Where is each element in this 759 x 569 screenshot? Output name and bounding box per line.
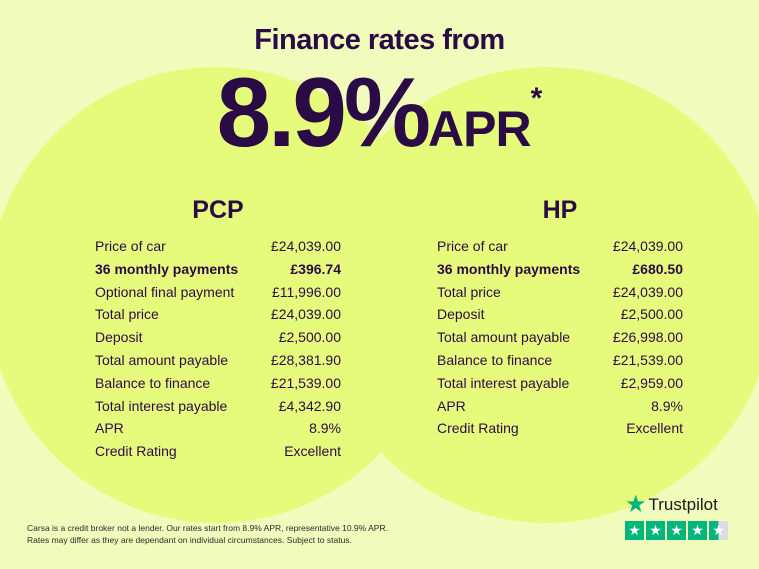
table-row: 36 monthly payments £680.50 xyxy=(437,258,683,281)
decorative-circle-right xyxy=(318,67,759,523)
row-label: Total amount payable xyxy=(437,329,571,346)
table-row: Price of car £24,039.00 xyxy=(95,235,341,258)
table-row: Price of car £24,039.00 xyxy=(437,235,683,258)
table-row: Total interest payable £2,959.00 xyxy=(437,372,683,395)
star-icon: ★ xyxy=(667,521,686,540)
rate-suffix: APR xyxy=(428,101,532,157)
table-row: Total amount payable £26,998.00 xyxy=(437,326,683,349)
hp-title: HP xyxy=(542,196,578,224)
trustpilot-rating: ★ ★ ★ ★ ★ xyxy=(625,521,728,540)
row-label: Balance to finance xyxy=(95,374,211,391)
row-label: Credit Rating xyxy=(437,420,519,437)
table-row: Balance to finance £21,539.00 xyxy=(95,372,341,395)
row-value: £2,500.00 xyxy=(620,306,683,323)
row-value: 8.9% xyxy=(651,397,683,414)
table-row: 36 monthly payments £396.74 xyxy=(95,258,341,281)
row-label: Balance to finance xyxy=(437,351,553,368)
row-value: £24,039.00 xyxy=(270,238,341,254)
row-label: Total price xyxy=(437,283,501,300)
row-label: Total amount payable xyxy=(95,351,229,368)
row-value: £396.74 xyxy=(290,260,341,277)
table-row: Balance to finance £21,539.00 xyxy=(437,349,683,372)
row-value: £24,039.00 xyxy=(270,306,341,323)
row-label: Price of car xyxy=(437,238,508,254)
hp-table: HP Price of car £24,039.00 36 monthly paym… xyxy=(437,196,683,440)
table-row: Total interest payable £4,342.90 xyxy=(95,395,341,418)
row-value: £11,996.00 xyxy=(271,283,341,300)
star-icon: ★ xyxy=(646,521,665,540)
table-row: Total amount payable £28,381.90 xyxy=(95,349,341,372)
row-value: £24,039.00 xyxy=(612,238,683,254)
table-row: Total price £24,039.00 xyxy=(437,281,683,304)
star-icon: ★ xyxy=(688,521,707,540)
row-value: £28,381.90 xyxy=(270,351,341,368)
table-row: APR 8.9% xyxy=(95,417,341,440)
trustpilot-star-icon: ★ xyxy=(625,491,647,518)
row-label: Price of car xyxy=(95,238,166,254)
table-row: Optional final payment £11,996.00 xyxy=(95,281,341,304)
table-row: Credit Rating Excellent xyxy=(95,440,341,463)
row-label: Total interest payable xyxy=(437,374,570,391)
footnote: Carsa is a credit broker not a lender. O… xyxy=(27,522,388,546)
row-label: Total price xyxy=(95,306,159,323)
row-value: £21,539.00 xyxy=(612,351,683,368)
row-value: £4,342.90 xyxy=(278,397,341,414)
trustpilot-name: Trustpilot xyxy=(648,495,718,514)
half-star-icon: ★ xyxy=(709,521,728,540)
row-label: Total interest payable xyxy=(95,397,228,414)
table-row: Deposit £2,500.00 xyxy=(95,326,341,349)
row-label: Credit Rating xyxy=(95,443,177,460)
headline: Finance rates from xyxy=(254,24,505,56)
row-label: Deposit xyxy=(95,329,143,346)
table-row: Total price £24,039.00 xyxy=(95,303,341,326)
row-value: Excellent xyxy=(626,420,683,437)
table-row: Deposit £2,500.00 xyxy=(437,303,683,326)
row-label: 36 monthly payments xyxy=(95,260,239,277)
row-label: Optional final payment xyxy=(95,283,235,300)
row-label: APR xyxy=(95,420,124,437)
row-label: APR xyxy=(437,397,466,414)
row-label: 36 monthly payments xyxy=(437,260,581,277)
rate-display: 8.9%APR* xyxy=(0,62,759,162)
footnote-line-2: Rates may differ as they are dependant o… xyxy=(27,535,352,545)
table-row: APR 8.9% xyxy=(437,395,683,418)
row-value: £26,998.00 xyxy=(612,329,683,346)
row-label: Deposit xyxy=(437,306,485,323)
table-row: Credit Rating Excellent xyxy=(437,417,683,440)
row-value: £2,500.00 xyxy=(278,329,341,346)
row-value: £21,539.00 xyxy=(270,374,341,391)
row-value: £24,039.00 xyxy=(612,283,683,300)
row-value: £2,959.00 xyxy=(620,374,683,391)
pcp-table: PCP Price of car £24,039.00 36 monthly pay… xyxy=(95,196,341,463)
row-value: Excellent xyxy=(284,443,341,460)
trustpilot-badge: ★ Trustpilot ★ ★ ★ ★ ★ xyxy=(625,493,728,540)
footnote-line-1: Carsa is a credit broker not a lender. O… xyxy=(27,523,388,533)
row-value: £680.50 xyxy=(632,260,683,277)
asterisk: * xyxy=(530,82,543,115)
rate-value: 8.9% xyxy=(216,57,431,167)
star-icon: ★ xyxy=(625,521,644,540)
pcp-title: PCP xyxy=(192,196,244,224)
row-value: 8.9% xyxy=(309,420,341,437)
